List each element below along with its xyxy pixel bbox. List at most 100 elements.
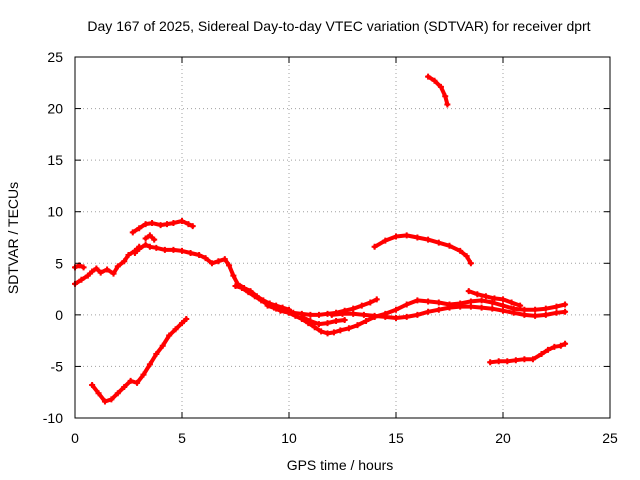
data-point-arc-1 (84, 272, 91, 279)
data-point-arc-1 (104, 266, 111, 273)
x-tick-label: 0 (71, 430, 79, 446)
data-point-arc-6 (337, 327, 344, 334)
data-point-arc-9 (553, 309, 560, 316)
data-point-arc-9 (489, 305, 496, 312)
data-point-arc-6 (330, 329, 337, 336)
data-point-arc-7 (350, 305, 357, 312)
ticks: 0 5 10 15 20 25 -10 -5 0 5 10 15 20 25 (43, 49, 618, 446)
data-point-arc-11 (465, 288, 472, 295)
data-point-arc-6 (258, 297, 265, 304)
data-point-arc-9 (521, 311, 528, 318)
data-point-arc-14 (140, 371, 147, 378)
data-point-arc-6 (238, 285, 245, 292)
data-point-arc-4 (146, 243, 153, 250)
data-point-arc-10 (510, 305, 517, 312)
data-point-arc-7 (281, 307, 288, 314)
data-point-arc-9 (435, 306, 442, 313)
data-point-arc-1 (89, 268, 96, 275)
data-point-arc-10 (435, 299, 442, 306)
data-point-arc-10 (562, 301, 569, 308)
data-point-arc-15 (529, 356, 536, 363)
data-point-arc-6 (232, 282, 239, 289)
data-point-arc-3 (179, 217, 185, 224)
data-point-arc-12 (467, 260, 474, 267)
data-point-arc-4 (202, 255, 209, 262)
data-point-arc-11 (482, 293, 489, 300)
data-point-arc-5 (151, 236, 158, 243)
data-point-arc-4 (221, 256, 228, 263)
data-point-arc-13 (425, 73, 432, 80)
data-point-arc-6 (345, 325, 352, 332)
data-point-arc-12 (403, 232, 410, 239)
data-point-arc-7 (358, 302, 365, 309)
data-point-arc-15 (504, 358, 511, 365)
data-point-arc-14 (101, 398, 108, 405)
series-line-arc-14 (90, 317, 189, 404)
data-point-arc-9 (542, 311, 549, 318)
data-point-arc-12 (457, 247, 464, 254)
data-point-arc-15 (557, 342, 564, 349)
plot-frame (74, 56, 611, 419)
x-tick-label: 5 (178, 430, 186, 446)
data-point-arc-12 (425, 236, 432, 243)
grid (75, 57, 610, 418)
data-point-arc-15 (551, 343, 558, 350)
data-point-arc-12 (446, 242, 453, 249)
data-point-arc-10 (542, 305, 549, 312)
data-point-arc-11 (474, 291, 481, 298)
data-point-arc-10 (532, 306, 539, 313)
data-point-arc-3 (129, 229, 136, 236)
data-point-arc-9 (562, 308, 569, 315)
data-point-arc-4 (161, 246, 168, 253)
data-point-arc-3 (185, 221, 192, 228)
data-point-arc-7 (315, 311, 322, 318)
data-point-arc-4 (196, 252, 203, 259)
data-point-arc-4 (131, 249, 138, 256)
data-point-arc-6 (311, 324, 318, 331)
data-point-arc-14 (172, 326, 179, 333)
data-point-arc-4 (215, 258, 222, 265)
data-point-arc-10 (521, 306, 528, 313)
data-point-arc-13 (437, 83, 444, 90)
data-point-arc-6 (318, 328, 325, 335)
y-tick-label: 5 (55, 255, 63, 271)
data-point-arc-10 (393, 306, 399, 313)
y-tick-label: 15 (47, 152, 63, 168)
data-point-arc-8 (307, 318, 314, 325)
data-point-arc-14 (134, 379, 141, 386)
x-tick-label: 10 (281, 430, 297, 446)
data-point-arc-9 (350, 310, 357, 317)
data-point-arc-14 (153, 351, 160, 358)
data-point-arc-14 (146, 361, 153, 368)
data-point-arc-15 (538, 351, 545, 358)
data-point-arc-14 (127, 377, 134, 384)
data-point-arc-10 (414, 297, 421, 304)
data-point-arc-6 (363, 318, 370, 325)
data-point-arc-12 (463, 253, 470, 260)
data-point-arc-14 (121, 384, 128, 391)
data-point-arc-14 (166, 332, 173, 339)
data-point-arc-9 (500, 307, 506, 314)
data-point-arc-10 (457, 300, 464, 307)
data-point-arc-12 (371, 243, 378, 250)
data-point-arc-8 (341, 317, 348, 324)
data-point-arc-6 (245, 289, 252, 296)
data-point-arc-14 (179, 320, 185, 327)
data-point-arc-10 (500, 302, 506, 309)
data-point-arc-1 (121, 258, 128, 265)
data-point-arc-15 (487, 359, 494, 366)
data-point-arc-6 (251, 293, 258, 300)
series-line-arc-12 (372, 233, 473, 266)
data-point-arc-12 (382, 237, 389, 244)
data-point-arc-12 (435, 239, 442, 246)
data-point-arc-4 (230, 272, 237, 279)
data-point-arc-1 (97, 269, 104, 276)
data-point-arc-11 (517, 302, 524, 309)
data-point-arc-14 (108, 396, 115, 403)
data-point-arc-8 (324, 320, 331, 327)
data-point-arc-4 (153, 244, 160, 251)
y-axis-label: SDTVAR / TECUs (5, 182, 21, 294)
series-line-arc-13 (426, 74, 450, 107)
data-point-arc-7 (367, 299, 374, 306)
